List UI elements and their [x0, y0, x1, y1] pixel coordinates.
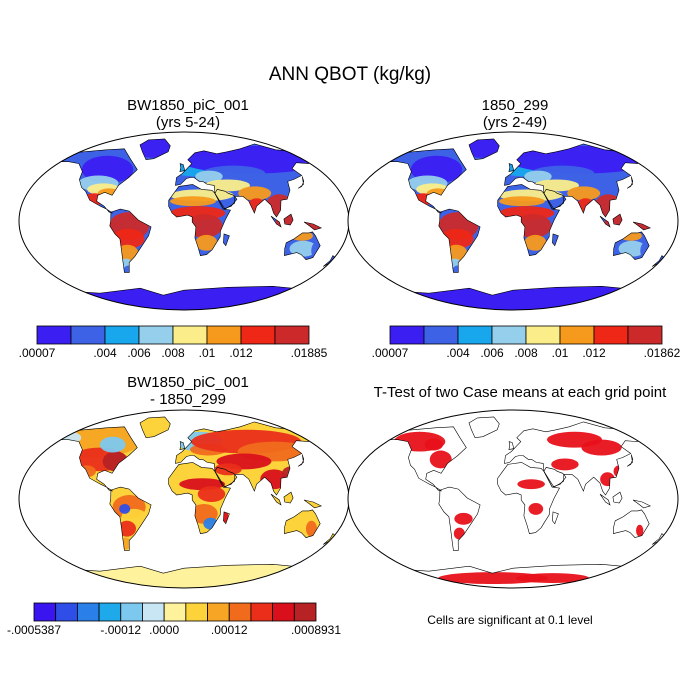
colorbar-box [207, 602, 230, 622]
figure-title: ANN QBOT (kg/kg) [268, 64, 432, 85]
map-panel-3-difference [18, 409, 350, 589]
map-border [347, 131, 679, 311]
colorbar-tick-label: .0008931 [291, 623, 341, 637]
colorbar-box [293, 602, 317, 622]
colorbar-box [389, 325, 425, 345]
colorbar-box [76, 602, 100, 622]
colorbar-box [627, 325, 663, 345]
colorbar-box [185, 602, 208, 622]
colorbar-box [104, 325, 140, 345]
map-border [347, 409, 679, 589]
colorbar-box [423, 325, 459, 345]
colorbar-box [55, 602, 78, 622]
colorbar-tick-label: .012 [229, 346, 253, 360]
colorbar-box [491, 325, 527, 345]
map-coastlines [54, 138, 337, 310]
colorbar-panel-3: -.0005387 -.00012 .0000 .00012 .0008931 [7, 602, 341, 637]
colorbar-box [457, 325, 493, 345]
panel-2-title-line1: 1850_299 [481, 97, 549, 114]
colorbar-box [163, 602, 187, 622]
colorbar-tick-label: .004 [93, 346, 117, 360]
colorbar-tick-label: .006 [127, 346, 151, 360]
colorbar-box [228, 602, 252, 622]
colorbar-tick-label: .006 [480, 346, 504, 360]
colorbar-tick-label: .01 [199, 346, 216, 360]
colorbar-box [559, 325, 595, 345]
colorbar-tick-label: .00007 [19, 346, 56, 360]
colorbar-box [33, 602, 57, 622]
map-panel-4-ttest [347, 409, 679, 589]
colorbar-box [36, 325, 72, 345]
panel-3-title-line2: - 1850_299 [150, 391, 226, 408]
colorbar-box [138, 325, 174, 345]
colorbar-tick-label: -.00012 [100, 623, 141, 637]
panel-2-title: 1850_299 (yrs 2-49) [355, 97, 675, 131]
colorbar-tick-label: .004 [446, 346, 470, 360]
panel-3-title-line1: BW1850_piC_001 [127, 374, 249, 391]
colorbar-tick-label: .00012 [211, 623, 248, 637]
map-panel-1 [18, 131, 350, 311]
colorbar-box [142, 602, 165, 622]
colorbar-box [120, 602, 143, 622]
colorbar-box [525, 325, 561, 345]
map-coastlines [383, 138, 666, 310]
colorbar-box [98, 602, 122, 622]
colorbar-tick-label: .00007 [372, 346, 409, 360]
map-coastlines [383, 416, 666, 588]
colorbar-tick-label: .0000 [149, 623, 179, 637]
colorbar-box [240, 325, 276, 345]
colorbar-box [593, 325, 629, 345]
colorbar-box [274, 325, 310, 345]
colorbar-tick-label: .01862 [644, 346, 681, 360]
colorbar-box [250, 602, 274, 622]
panel-1-title: BW1850_piC_001 (yrs 5-24) [28, 97, 348, 131]
colorbar-tick-label: -.0005387 [7, 623, 61, 637]
map-panel-2 [347, 131, 679, 311]
colorbar-tick-label: .012 [582, 346, 606, 360]
colorbar-tick-label: .008 [161, 346, 185, 360]
colorbar-panel-1: .00007 .004 .006 .008 .01 .012 .01885 [19, 325, 328, 360]
panel-2-title-line2: (yrs 2-49) [482, 114, 548, 131]
panel-1-title-line2: (yrs 5-24) [155, 114, 221, 131]
colorbar-box [172, 325, 208, 345]
colorbar-panel-2: .00007 .004 .006 .008 .01 .012 .01862 [372, 325, 681, 360]
colorbar-box [206, 325, 242, 345]
panel-1-title-line1: BW1850_piC_001 [127, 97, 249, 114]
colorbar-tick-label: .01885 [291, 346, 328, 360]
panel-4-title: T-Test of two Case means at each grid po… [373, 384, 667, 401]
significance-note: Cells are significant at 0.1 level [427, 613, 593, 627]
colorbar-tick-label: .01 [552, 346, 569, 360]
colorbar-box [70, 325, 106, 345]
panel-3-title: BW1850_piC_001 - 1850_299 [28, 374, 348, 408]
colorbar-tick-label: .008 [514, 346, 538, 360]
colorbar-box [272, 602, 295, 622]
